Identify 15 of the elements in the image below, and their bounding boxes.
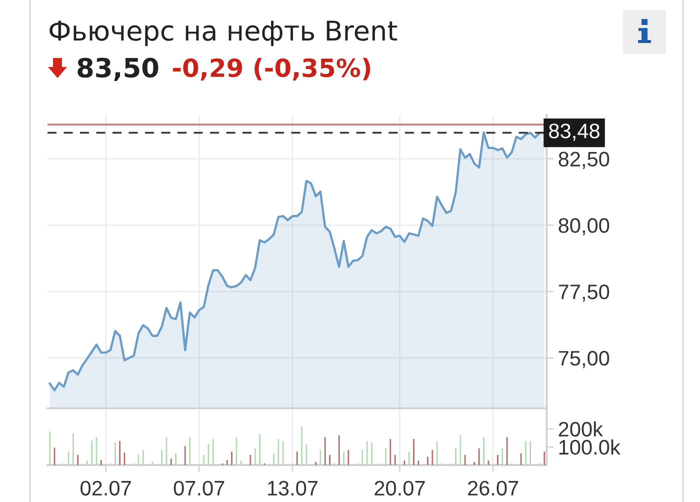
y-tick-label: 82,50: [558, 152, 610, 170]
text: -0,29 (-0,35%): [172, 58, 370, 80]
y-tick-label: 200k: [558, 421, 604, 437]
ref-line-label: 83,48: [549, 124, 600, 141]
x-tick-label: 26.07: [468, 480, 518, 496]
x-tick-label: 02.07: [80, 480, 131, 496]
x-tick-label: 07.07: [174, 480, 224, 496]
chart-subtitle: 83,50: [78, 58, 158, 82]
chart-title: Фьючерс на нефть Brent: [50, 20, 398, 46]
y-tick-label: 100.0k: [559, 439, 620, 455]
y-tick-label: 75,00: [558, 350, 610, 368]
x-tick-label: 20.07: [374, 480, 425, 496]
y-tick-label: 77,50: [558, 284, 610, 302]
x-tick-label: 13.07: [268, 480, 318, 496]
y-tick-label: 80,00: [558, 218, 610, 236]
